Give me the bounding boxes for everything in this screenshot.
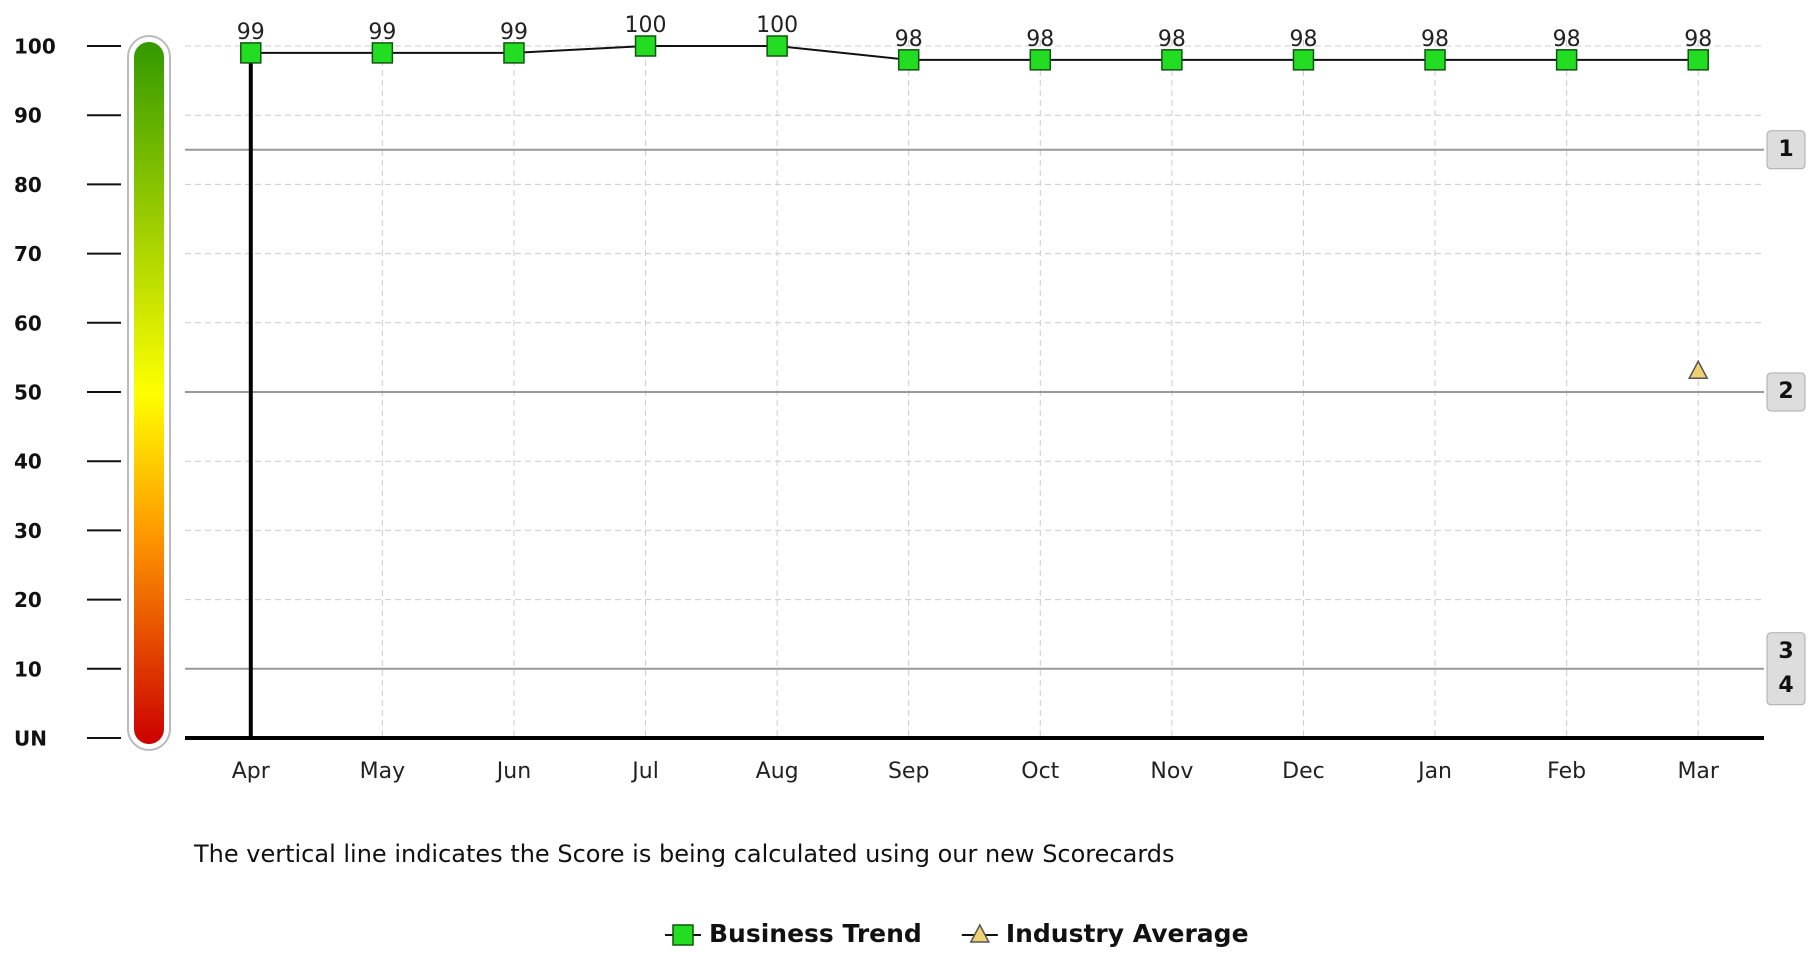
data-point [634, 35, 657, 57]
y-tick-label: 70 [14, 242, 42, 266]
y-tick-label: 30 [14, 519, 42, 543]
data-label: 98 [1026, 27, 1054, 52]
data-label: 98 [1421, 27, 1449, 52]
data-label: 100 [756, 13, 798, 38]
x-tick-label: Apr [232, 759, 271, 784]
y-tick-label: 80 [14, 173, 42, 197]
reference-box [1766, 130, 1806, 170]
reference-label: 4 [1778, 673, 1793, 698]
annotation: The vertical line indicates the Score is… [193, 840, 1175, 868]
x-tick-label: Jan [1416, 759, 1452, 784]
data-point [1161, 49, 1183, 71]
data-label: 98 [1289, 27, 1317, 52]
data-label: 100 [625, 13, 667, 38]
x-tick-label: Nov [1150, 759, 1193, 784]
data-label: 99 [237, 20, 265, 45]
data-point [1292, 49, 1315, 71]
x-tick-label: Oct [1021, 759, 1059, 784]
data-point [1555, 49, 1578, 71]
y-tick-label: UN [14, 727, 47, 751]
data-point [1687, 359, 1709, 379]
y-tick-label: 90 [14, 104, 42, 128]
legend-label: Industry Average [1006, 919, 1249, 948]
legend-label: Business Trend [709, 919, 922, 948]
x-tick-label: Jul [630, 759, 659, 784]
y-tick-label: 40 [14, 450, 42, 474]
data-point [1424, 49, 1446, 71]
y-tick-label: 20 [14, 588, 42, 612]
x-tick-label: Dec [1282, 759, 1325, 784]
data-point [1687, 49, 1709, 71]
x-tick-label: Jun [495, 759, 531, 784]
data-point [766, 35, 788, 57]
reference-label: 2 [1778, 379, 1793, 404]
series-line [250, 45, 1699, 61]
color-scale [134, 42, 164, 744]
x-tick-label: Mar [1677, 759, 1719, 784]
y-tick-label: 50 [14, 381, 42, 405]
y-tick-label: 60 [14, 311, 42, 335]
reference-label: 3 [1778, 639, 1793, 664]
data-label: 99 [500, 20, 528, 45]
reference-box [1766, 372, 1806, 412]
x-tick-label: Sep [888, 759, 929, 784]
y-tick-label: 10 [14, 657, 42, 681]
reference-label: 1 [1778, 137, 1793, 162]
x-tick-label: Feb [1547, 759, 1586, 784]
data-label: 98 [1553, 27, 1581, 52]
x-tick-label: Aug [756, 759, 799, 784]
data-point [503, 42, 525, 64]
data-label: 99 [368, 20, 396, 45]
data-label: 98 [895, 27, 923, 52]
data-point [371, 42, 394, 64]
data-label: 98 [1158, 27, 1186, 52]
data-point [897, 49, 920, 71]
y-tick-label: 100 [14, 35, 56, 59]
data-point [1029, 49, 1052, 71]
reference-box [1766, 632, 1806, 706]
x-tick-label: May [360, 759, 405, 784]
data-label: 98 [1684, 27, 1712, 52]
legend-marker [969, 923, 991, 943]
data-point [240, 42, 262, 64]
legend-marker [672, 924, 694, 946]
